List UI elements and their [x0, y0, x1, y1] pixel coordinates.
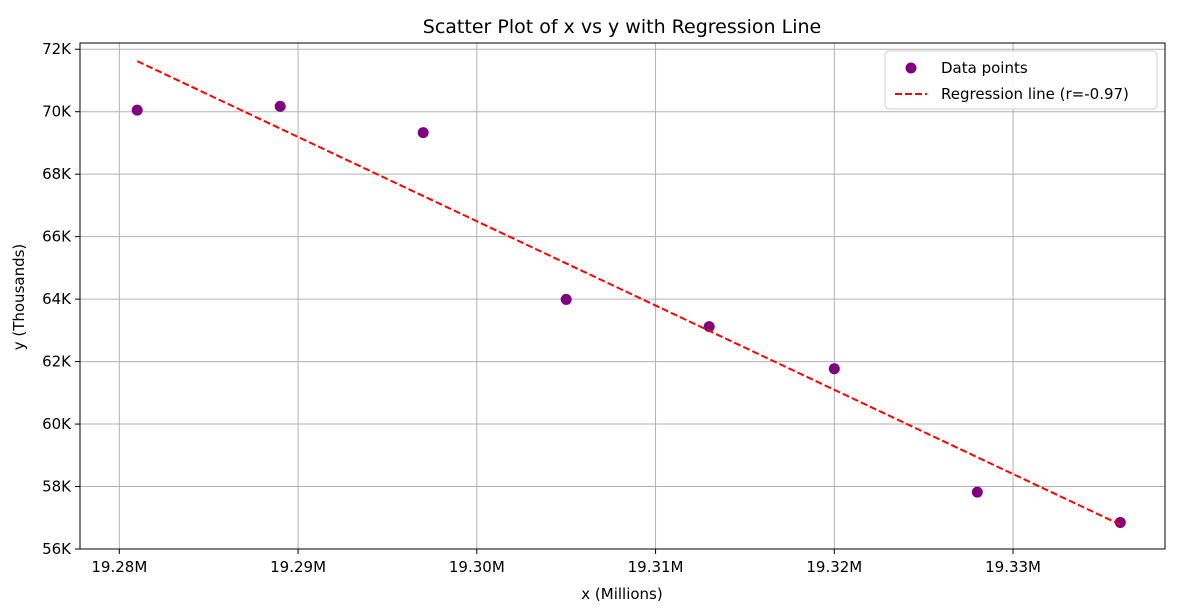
x-tick-label: 19.32M: [806, 558, 862, 576]
x-tick-label: 19.30M: [449, 558, 505, 576]
data-point: [828, 363, 840, 375]
x-axis-label: x (Millions): [581, 585, 662, 603]
y-tick-label: 60K: [42, 415, 72, 433]
plot-series: [131, 60, 1126, 528]
data-point: [1114, 516, 1126, 528]
y-tick-label: 70K: [42, 103, 72, 121]
data-point: [274, 100, 286, 112]
regression-line: [136, 60, 1121, 526]
grid: [80, 43, 1165, 550]
data-point: [560, 293, 572, 305]
legend-label: Regression line (r=-0.97): [941, 85, 1129, 103]
y-tick-label: 58K: [42, 478, 72, 496]
y-tick-label: 64K: [42, 290, 72, 308]
data-point: [131, 104, 143, 116]
legend-marker-swatch: [905, 62, 917, 74]
y-tick-label: 66K: [42, 228, 72, 246]
y-tick-label: 68K: [42, 165, 72, 183]
plot-frame: [79, 42, 1166, 550]
legend: Data points Regression line (r=-0.97): [884, 50, 1158, 110]
x-tick-label: 19.33M: [985, 558, 1041, 576]
x-tick-label: 19.28M: [91, 558, 147, 576]
data-point: [417, 127, 429, 139]
y-tick-label: 72K: [42, 40, 72, 58]
y-axis-label: y (Thousands): [10, 244, 28, 351]
legend-box: [884, 50, 1158, 110]
y-tick-label: 62K: [42, 353, 72, 371]
data-point: [971, 486, 983, 498]
chart-title: Scatter Plot of x vs y with Regression L…: [423, 16, 821, 38]
axes: 19.28M 19.29M 19.30M 19.31M 19.32M 19.33M 56K 5…: [42, 40, 1166, 576]
data-point: [703, 321, 715, 333]
x-tick-label: 19.31M: [628, 558, 684, 576]
x-tick-label: 19.29M: [270, 558, 326, 576]
legend-label: Data points: [941, 59, 1028, 77]
y-tick-label: 56K: [42, 540, 72, 558]
